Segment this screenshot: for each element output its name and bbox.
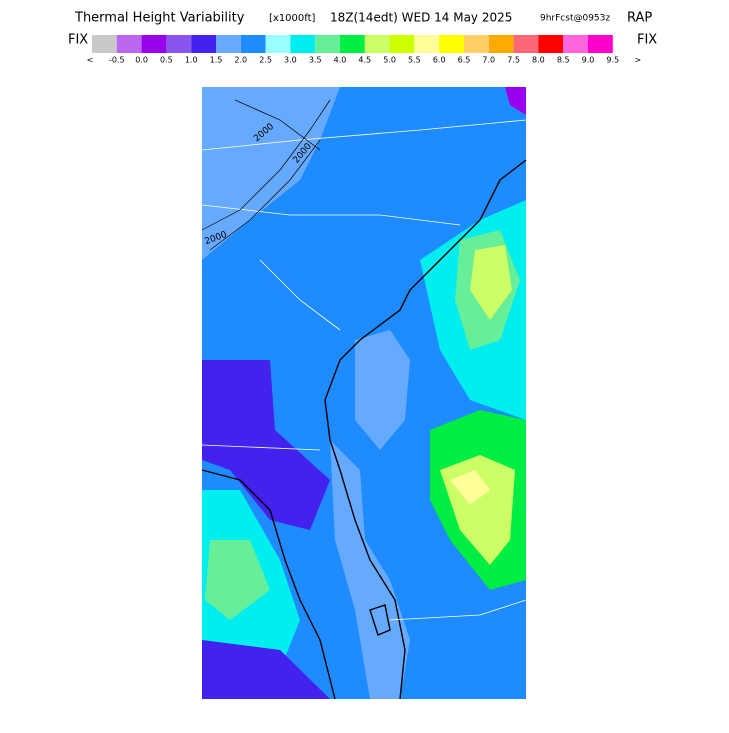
legend-swatch (315, 35, 340, 53)
legend-label: 5.0 (383, 56, 396, 65)
model: RAP (627, 11, 652, 26)
legend-label: < (87, 56, 94, 65)
legend-swatch (513, 35, 539, 53)
title-text: Thermal Height Variability (74, 11, 245, 26)
legend-swatch (191, 35, 216, 53)
color-legend: < -0.5 0.0 0.5 1.0 1.5 2.0 2.5 3.0 3.5 4.0 4.5 5.0 5.… (87, 35, 641, 65)
map: 2000 2000 2000 (201, 87, 527, 700)
field-area (505, 87, 526, 115)
legend-swatch (290, 35, 316, 53)
legend-swatch (538, 35, 564, 53)
legend-swatch (340, 35, 365, 53)
legend-label: 3.5 (309, 56, 322, 65)
legend-label: 0.0 (135, 56, 148, 65)
legend-swatch (240, 35, 266, 53)
fix-right: FIX (637, 33, 657, 48)
forecast: 9hrFcst@0953z (540, 14, 610, 24)
title: Thermal Height Variability [x1000ft] 18Z… (74, 11, 652, 26)
legend-swatch (414, 35, 440, 53)
legend-label: 9.5 (606, 56, 619, 65)
legend-label: 4.0 (334, 56, 347, 65)
legend-label: 2.0 (234, 56, 247, 65)
legend-label: > (634, 56, 641, 65)
legend-label: 9.0 (582, 56, 595, 65)
field-area (202, 87, 340, 260)
legend-swatch (216, 35, 241, 53)
legend-swatch (116, 35, 142, 53)
legend-swatch (364, 35, 390, 53)
legend-swatch (588, 35, 613, 53)
legend-swatch (389, 35, 415, 53)
legend-label: 7.5 (507, 56, 520, 65)
field-area (450, 470, 490, 505)
legend-swatch (141, 35, 167, 53)
time: 18Z(14edt) WED 14 May 2025 (330, 11, 512, 25)
legend-swatch (464, 35, 489, 53)
field-area (355, 330, 410, 450)
legend-label: -0.5 (109, 56, 125, 65)
legend-label: 6.5 (458, 56, 471, 65)
legend-swatch (92, 35, 117, 53)
legend-label: 7.0 (482, 56, 495, 65)
legend-label: 8.0 (532, 56, 545, 65)
field-area (205, 540, 270, 620)
legend-label: 8.5 (557, 56, 570, 65)
units: [x1000ft] (269, 13, 316, 24)
legend-label: 1.5 (210, 56, 223, 65)
field-area (202, 640, 330, 699)
legend-label: 2.5 (259, 56, 272, 65)
legend-swatch (166, 35, 192, 53)
legend-swatch (439, 35, 464, 53)
coastline (201, 159, 527, 700)
legend-label: 5.5 (408, 56, 421, 65)
fix-left: FIX (68, 33, 88, 48)
legend-label: 4.5 (358, 56, 371, 65)
legend-label: 3.0 (284, 56, 297, 65)
field-area (202, 360, 330, 530)
state-borders (201, 119, 527, 621)
legend-label: 6.0 (433, 56, 446, 65)
legend-swatch (563, 35, 588, 53)
field-area (470, 245, 512, 320)
legend-label: 0.5 (160, 56, 173, 65)
legend-swatch (265, 35, 291, 53)
contours (201, 99, 331, 251)
legend-label: 1.0 (185, 56, 198, 65)
legend-swatch (488, 35, 514, 53)
